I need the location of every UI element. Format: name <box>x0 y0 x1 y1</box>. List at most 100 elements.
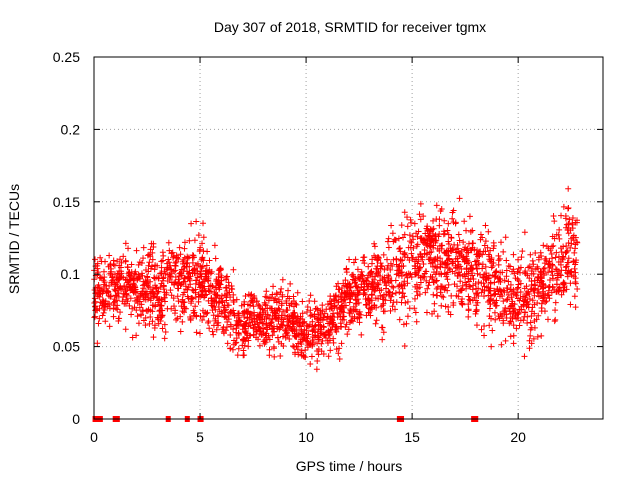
data-point <box>515 256 522 263</box>
data-point <box>350 273 357 280</box>
data-point <box>270 328 277 335</box>
data-point <box>251 315 258 322</box>
data-point <box>207 282 214 289</box>
data-point <box>387 297 394 304</box>
data-point <box>196 270 203 277</box>
x-tick-labels: 0 5 10 15 20 <box>90 429 526 445</box>
data-point <box>368 304 375 311</box>
data-point <box>379 302 386 309</box>
data-point <box>185 284 192 291</box>
data-point <box>194 267 201 274</box>
data-point <box>332 292 339 299</box>
data-point <box>218 295 225 302</box>
data-point <box>444 269 451 276</box>
data-point <box>206 257 213 264</box>
data-point <box>525 264 532 271</box>
data-point <box>199 307 206 314</box>
data-point <box>505 262 512 269</box>
data-point <box>565 240 572 247</box>
data-point <box>197 246 204 253</box>
data-point <box>181 245 188 252</box>
data-point <box>565 220 572 227</box>
data-point <box>201 276 208 283</box>
data-point <box>477 231 484 238</box>
data-point <box>538 332 545 339</box>
data-point <box>112 288 119 295</box>
data-point <box>200 234 207 241</box>
data-point <box>371 288 378 295</box>
data-point <box>545 284 552 291</box>
data-point <box>422 268 429 275</box>
data-point <box>437 289 444 296</box>
data-point <box>491 309 498 316</box>
data-point <box>530 261 537 268</box>
data-point <box>255 336 262 343</box>
data-point <box>449 258 456 265</box>
data-point <box>91 295 98 302</box>
data-point <box>560 287 567 294</box>
data-point <box>255 323 262 330</box>
data-point <box>216 265 223 272</box>
data-point <box>124 264 131 271</box>
data-point <box>411 263 418 270</box>
data-point <box>410 244 417 251</box>
data-point <box>459 300 466 307</box>
data-point <box>467 228 474 235</box>
data-point <box>155 299 162 306</box>
data-point <box>449 245 456 252</box>
data-point <box>311 313 318 320</box>
data-point <box>502 234 509 241</box>
data-point <box>414 292 421 299</box>
data-point <box>534 333 541 340</box>
data-point <box>511 270 518 277</box>
data-point <box>458 287 465 294</box>
data-point <box>283 328 290 335</box>
data-point <box>183 260 190 267</box>
data-point <box>562 215 569 222</box>
data-point <box>571 249 578 256</box>
data-point <box>473 306 480 313</box>
data-point <box>266 352 273 359</box>
data-point <box>189 259 196 266</box>
data-point <box>436 216 443 223</box>
data-point <box>175 298 182 305</box>
data-point <box>247 302 254 309</box>
data-point <box>180 291 186 298</box>
data-point <box>354 284 361 291</box>
data-point <box>463 227 470 234</box>
data-point <box>477 236 484 243</box>
data-point <box>551 318 558 325</box>
data-point <box>442 303 449 310</box>
data-point <box>517 317 524 324</box>
data-point <box>546 295 553 302</box>
data-point <box>117 309 124 316</box>
data-point <box>510 266 517 273</box>
data-point <box>319 302 326 309</box>
data-point <box>414 285 421 292</box>
data-point <box>342 277 349 284</box>
data-point <box>234 320 241 327</box>
data-point <box>500 298 507 305</box>
data-point <box>270 283 277 290</box>
data-point <box>121 283 128 290</box>
data-point <box>311 298 318 305</box>
data-point <box>147 278 154 285</box>
data-point <box>486 288 493 295</box>
data-point <box>126 277 133 284</box>
data-point <box>176 244 183 251</box>
data-point <box>298 326 305 333</box>
data-point <box>378 286 385 293</box>
data-point <box>279 276 286 283</box>
data-point <box>353 300 360 307</box>
data-point <box>443 261 450 268</box>
data-point <box>337 305 344 312</box>
data-point <box>348 308 355 315</box>
data-point <box>258 331 265 338</box>
data-point <box>461 258 468 265</box>
data-point <box>151 274 158 281</box>
data-point <box>393 271 400 278</box>
data-point <box>242 292 249 299</box>
data-point <box>482 263 489 270</box>
data-point <box>571 265 578 272</box>
data-point <box>518 254 525 261</box>
